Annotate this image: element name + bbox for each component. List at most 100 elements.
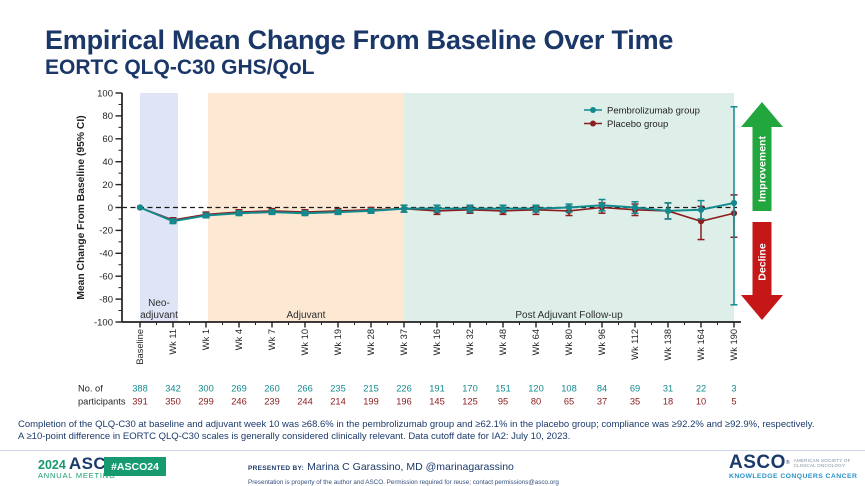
legend-marker-placebo [590,120,596,127]
participants-pembrolizumab-value: 300 [198,384,214,394]
x-tick-label: Wk 19 [333,329,343,355]
participants-placebo-value: 350 [165,397,181,407]
participants-pembrolizumab-value: 84 [597,384,607,394]
presented-by-label: PRESENTED BY: [248,465,305,472]
decline-arrow-icon [741,222,783,320]
phase-label-post-adjuvant-follow-up: Post Adjuvant Follow-up [515,310,623,321]
footer-bar: 2024 ASCO® ANNUAL MEETING #ASCO24 PRESENT… [0,450,865,486]
participants-placebo-value: 246 [231,397,247,407]
participants-placebo-value: 35 [630,397,640,407]
participants-pembrolizumab-value: 191 [429,384,445,394]
x-tick-label: Wk 1 [201,329,211,350]
y-tick-label: -80 [99,294,113,305]
x-tick-label: Wk 190 [729,329,739,361]
decline-label: Decline [757,243,769,281]
pembrolizumab-point [169,218,177,225]
participants-pembrolizumab-value: 3 [731,384,736,394]
x-tick-label: Wk 4 [234,329,244,350]
x-tick-label: Wk 96 [597,329,607,355]
participants-placebo-value: 10 [696,397,706,407]
pembrolizumab-point [367,207,375,215]
y-tick-label: 20 [102,180,113,191]
footnote-line-2: A ≥10-point difference in EORTC QLQ-C30 … [18,430,571,442]
participants-pembrolizumab-value: 170 [462,384,478,394]
y-tick-label: 0 [108,203,113,214]
x-tick-label: Baseline [135,329,145,365]
phase-label-neo-adjuvant: Neo- [148,298,170,309]
participants-row-label: No. of [78,384,103,394]
pembrolizumab-point [301,210,309,217]
legend-label-pembrolizumab: Pembrolizumab group [607,105,700,116]
x-tick-label: Wk 7 [267,329,277,350]
x-tick-label: Wk 64 [531,329,541,355]
hashtag-badge: #ASCO24 [104,457,166,476]
registered-mark-icon: ® [785,460,790,466]
participants-pembrolizumab-value: 260 [264,384,280,394]
x-tick-label: Wk 80 [564,329,574,355]
participants-placebo-value: 299 [198,397,214,407]
legend-marker-pembrolizumab [590,107,596,113]
presenter-name: Marina C Garassino, MD @marinagarassino [307,461,514,473]
footnote: Completion of the QLQ-C30 at baseline an… [18,419,858,442]
participants-pembrolizumab-value: 266 [297,384,313,394]
participants-placebo-value: 18 [663,397,673,407]
pembrolizumab-point [532,205,540,212]
x-tick-label: Wk 10 [300,329,310,355]
pembrolizumab-point [697,206,705,213]
participants-pembrolizumab-value: 342 [165,384,181,394]
pembrolizumab-point [565,204,573,211]
pembrolizumab-point [334,208,342,216]
x-tick-label: Wk 37 [399,329,409,355]
y-tick-label: 80 [102,111,113,122]
participants-placebo-value: 391 [132,397,148,407]
participants-pembrolizumab-value: 31 [663,384,673,394]
phase-label-adjuvant: Adjuvant [287,310,326,321]
participants-placebo-value: 65 [564,397,574,407]
x-tick-label: Wk 164 [696,329,706,361]
participants-placebo-value: 239 [264,397,280,407]
phase-label-neo-adjuvant: adjuvant [140,310,178,321]
y-tick-label: 40 [102,157,113,168]
asco-tagline: KNOWLEDGE CONQUERS CANCER [729,473,858,480]
y-tick-label: 100 [97,88,113,99]
participants-placebo-value: 95 [498,397,508,407]
participants-pembrolizumab-value: 235 [330,384,346,394]
pembrolizumab-point [466,205,474,212]
participants-pembrolizumab-value: 108 [561,384,577,394]
x-tick-label: Wk 11 [168,329,178,355]
participants-pembrolizumab-value: 226 [396,384,412,394]
meeting-name: ANNUAL MEETING [38,471,116,481]
pembrolizumab-point [268,208,276,216]
participants-placebo-value: 37 [597,397,607,407]
x-tick-label: Wk 16 [432,329,442,355]
pembrolizumab-point [136,204,144,211]
participants-placebo-value: 125 [462,397,478,407]
pembrolizumab-point [664,207,672,215]
pembrolizumab-point [499,205,507,212]
participants-placebo-value: 199 [363,397,379,407]
asco-society-logo: ASCO ® AMERICAN SOCIETY OF CLINICAL ONCOL… [729,453,859,480]
page-title: Empirical Mean Change From Baseline Over… [45,25,674,55]
y-tick-label: -100 [94,317,113,328]
x-tick-label: Wk 138 [663,329,673,361]
pembrolizumab-point [598,202,606,209]
improvement-arrow-icon [741,102,783,211]
participants-placebo-value: 244 [297,397,313,407]
y-axis-title: Mean Change From Baseline (95% CI) [76,115,87,299]
y-tick-label: -20 [99,226,113,237]
participants-pembrolizumab-value: 22 [696,384,706,394]
presenter-block: PRESENTED BY: Marina C Garassino, MD @mar… [248,457,559,486]
x-tick-label: Wk 48 [498,329,508,355]
improvement-label: Improvement [757,136,769,202]
participants-pembrolizumab-value: 151 [495,384,511,394]
pembrolizumab-point [400,205,408,212]
x-tick-label: Wk 112 [630,329,640,360]
pembrolizumab-point [202,212,210,219]
participants-placebo-value: 5 [731,397,736,407]
participants-placebo-value: 196 [396,397,412,407]
legend-label-placebo: Placebo group [607,119,668,130]
page-subtitle: EORTC QLQ-C30 GHS/QoL [45,56,315,79]
participants-pembrolizumab-value: 69 [630,384,640,394]
meeting-year: 2024 [38,458,66,473]
